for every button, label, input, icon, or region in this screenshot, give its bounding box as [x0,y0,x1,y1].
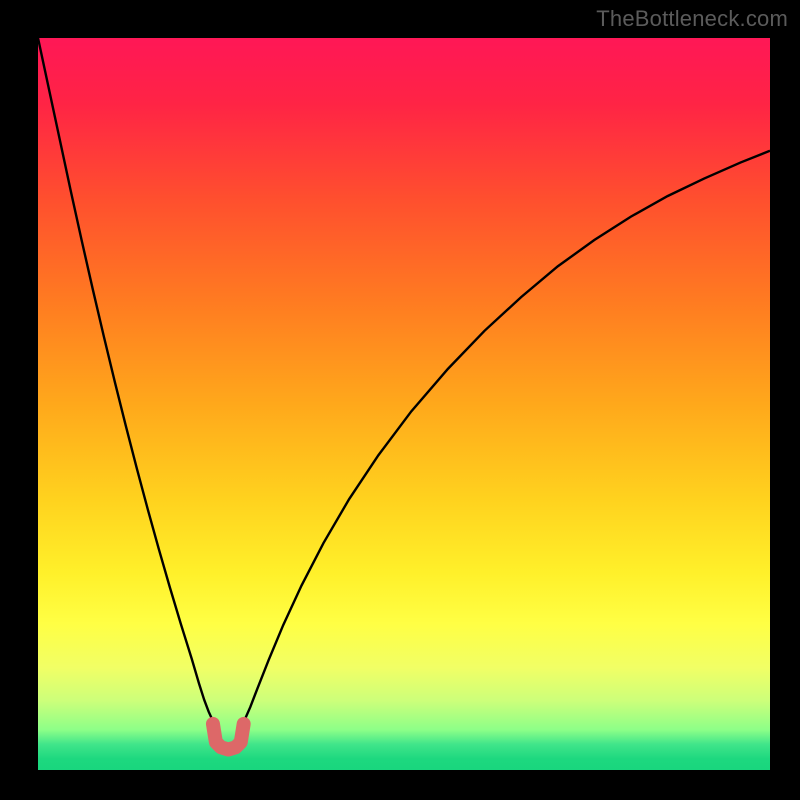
bottleneck-chart: TheBottleneck.com [0,0,800,800]
plot-area [38,38,770,770]
curves-layer [38,38,770,770]
bottleneck-curve-left [38,38,214,724]
watermark-text: TheBottleneck.com [596,6,788,32]
bottleneck-curve-right [242,151,770,724]
optimal-zone-trough [213,724,244,750]
